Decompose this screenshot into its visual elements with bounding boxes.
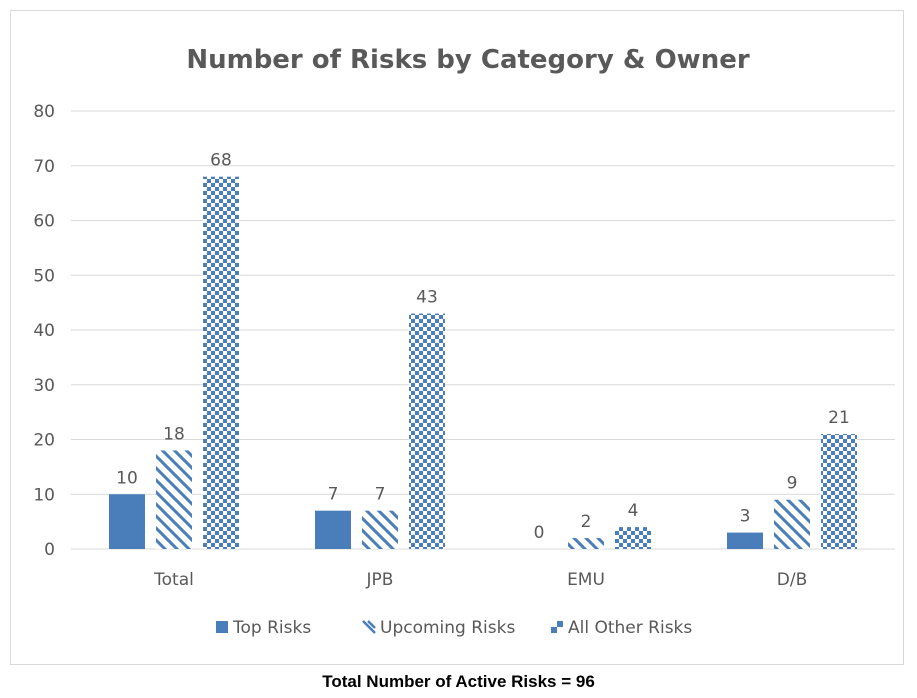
data-label: 10 [116,468,138,488]
legend-label: Top Risks [232,618,311,638]
y-tick-label: 20 [33,431,55,451]
legend-swatch-part [557,621,563,627]
data-label: 7 [328,485,339,505]
data-label: 68 [210,151,232,171]
y-tick-label: 30 [33,376,55,396]
data-label: 43 [416,288,438,308]
legend-swatch [216,621,228,633]
y-tick-label: 0 [44,540,55,560]
legend-label: All Other Risks [568,618,692,638]
data-label: 2 [581,512,592,532]
bar [315,510,351,549]
bar [362,510,398,549]
data-label: 9 [787,474,798,494]
chart-frame: Number of Risks by Category & Owner 0 10 2… [10,10,904,665]
bar [727,532,763,549]
data-label: 21 [828,408,850,428]
y-tick-label: 60 [33,212,55,232]
y-axis-ticks: 0 10 20 30 40 50 60 70 80 [33,102,55,560]
bar [109,494,145,549]
bars [109,176,857,549]
y-tick-label: 40 [33,321,55,341]
legend: Top Risks Upcoming Risks All Other Risks [216,618,692,638]
data-label: 4 [628,501,639,521]
grid-lines [71,110,895,550]
x-tick-label: D/B [777,570,807,590]
data-label: 7 [375,485,386,505]
legend-label: Upcoming Risks [380,618,515,638]
legend-swatch [362,620,376,634]
bar [156,450,192,549]
total-risks-note: Total Number of Active Risks = 96 [322,672,595,691]
y-tick-label: 50 [33,266,55,286]
bar [774,499,810,549]
bar-chart: Number of Risks by Category & Owner 0 10 2… [33,45,895,638]
legend-swatch [551,627,557,633]
chart-title: Number of Risks by Category & Owner [186,45,750,75]
x-tick-label: JPB [366,570,394,590]
x-tick-label: Total [153,570,194,590]
data-label: 18 [163,424,185,444]
bar [615,527,651,549]
y-tick-label: 80 [33,102,55,122]
data-label: 0 [534,523,545,543]
bar [409,313,445,549]
data-label: 3 [740,507,751,527]
bar [568,538,604,549]
x-tick-label: EMU [567,570,605,590]
bar [203,176,239,549]
x-axis-ticks: Total JPB EMU D/B [153,570,807,590]
y-tick-label: 70 [33,157,55,177]
bar [821,434,857,549]
y-tick-label: 10 [33,485,55,505]
